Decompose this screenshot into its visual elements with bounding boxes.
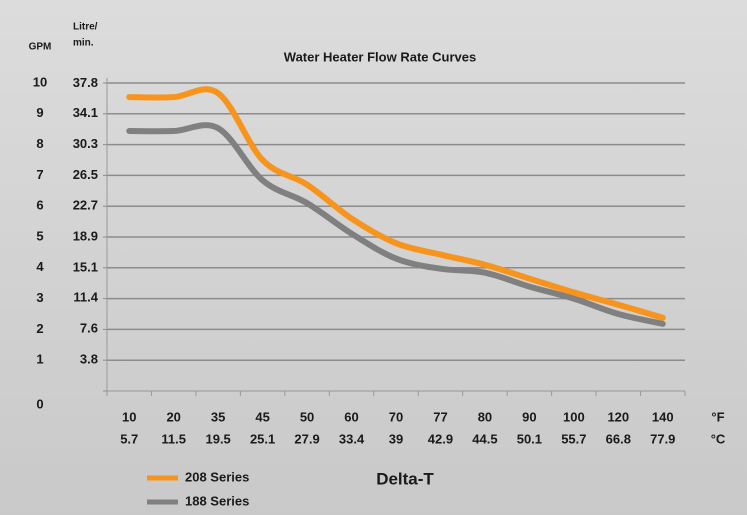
x2-tick-label: 42.9 — [428, 431, 453, 446]
y-tick-label: 8 — [36, 136, 43, 151]
y-tick-label: 9 — [36, 105, 43, 120]
x-tick-label: 20 — [166, 409, 180, 424]
x-tick-label: 120 — [607, 409, 629, 424]
x-tick-label: 90 — [522, 409, 536, 424]
x2-tick-label: 55.7 — [561, 431, 586, 446]
x2-tick-label: 77.9 — [650, 431, 675, 446]
x-tick-label: 45 — [255, 409, 269, 424]
y2-tick-label: 18.9 — [73, 229, 98, 244]
x-tick-label: 100 — [563, 409, 585, 424]
y-tick-label: 0 — [36, 396, 43, 411]
series-line — [126, 122, 666, 327]
y2-axis-title: min. — [73, 38, 94, 49]
x-unit: °F — [711, 409, 724, 424]
legend-label: 208 Series — [185, 469, 249, 484]
x-tick-label: 77 — [433, 409, 447, 424]
x2-tick-label: 5.7 — [120, 431, 138, 446]
y-tick-label: 2 — [36, 321, 43, 336]
y2-axis-title: Litre/ — [73, 22, 98, 33]
x2-tick-label: 39 — [389, 431, 403, 446]
x2-tick-label: 25.1 — [250, 431, 275, 446]
x2-tick-label: 44.5 — [472, 431, 497, 446]
series-line — [126, 86, 666, 321]
x-tick-label: 140 — [652, 409, 674, 424]
y-tick-label: 3 — [36, 290, 43, 305]
x-tick-label: 35 — [211, 409, 225, 424]
y2-tick-label: 37.8 — [73, 75, 98, 90]
chart-title: Water Heater Flow Rate Curves — [284, 49, 476, 64]
y2-tick-label: 11.4 — [73, 290, 98, 305]
y2-tick-label: 15.1 — [73, 260, 98, 275]
x2-tick-label: 11.5 — [161, 431, 186, 446]
y-tick-label: 4 — [36, 259, 44, 274]
y2-tick-label: 22.7 — [73, 198, 98, 213]
y2-tick-label: 30.3 — [73, 136, 98, 151]
x2-tick-label: 27.9 — [294, 431, 319, 446]
y2-tick-label: 3.8 — [80, 352, 98, 367]
x2-tick-label: 19.5 — [205, 431, 230, 446]
x2-tick-label: 66.8 — [606, 431, 631, 446]
y2-tick-label: 26.5 — [73, 167, 98, 182]
y-tick-label: 10 — [33, 74, 47, 89]
legend-label: 188 Series — [185, 493, 249, 508]
x-tick-label: 60 — [344, 409, 358, 424]
x2-unit: °C — [711, 431, 726, 446]
x-tick-label: 80 — [478, 409, 492, 424]
y-tick-label: 5 — [36, 228, 43, 243]
y-tick-label: 1 — [36, 352, 43, 367]
y-tick-label: 6 — [36, 198, 43, 213]
x-tick-label: 50 — [300, 409, 314, 424]
y-tick-label: 7 — [36, 167, 43, 182]
x2-tick-label: 33.4 — [339, 431, 365, 446]
y-axis-title: GPM — [29, 42, 52, 53]
x-tick-label: 70 — [389, 409, 403, 424]
x-tick-label: 10 — [122, 409, 136, 424]
x-axis-title: Delta-T — [376, 469, 434, 488]
y2-tick-label: 7.6 — [80, 321, 98, 336]
x2-tick-label: 50.1 — [517, 431, 542, 446]
y2-tick-label: 34.1 — [73, 105, 98, 120]
